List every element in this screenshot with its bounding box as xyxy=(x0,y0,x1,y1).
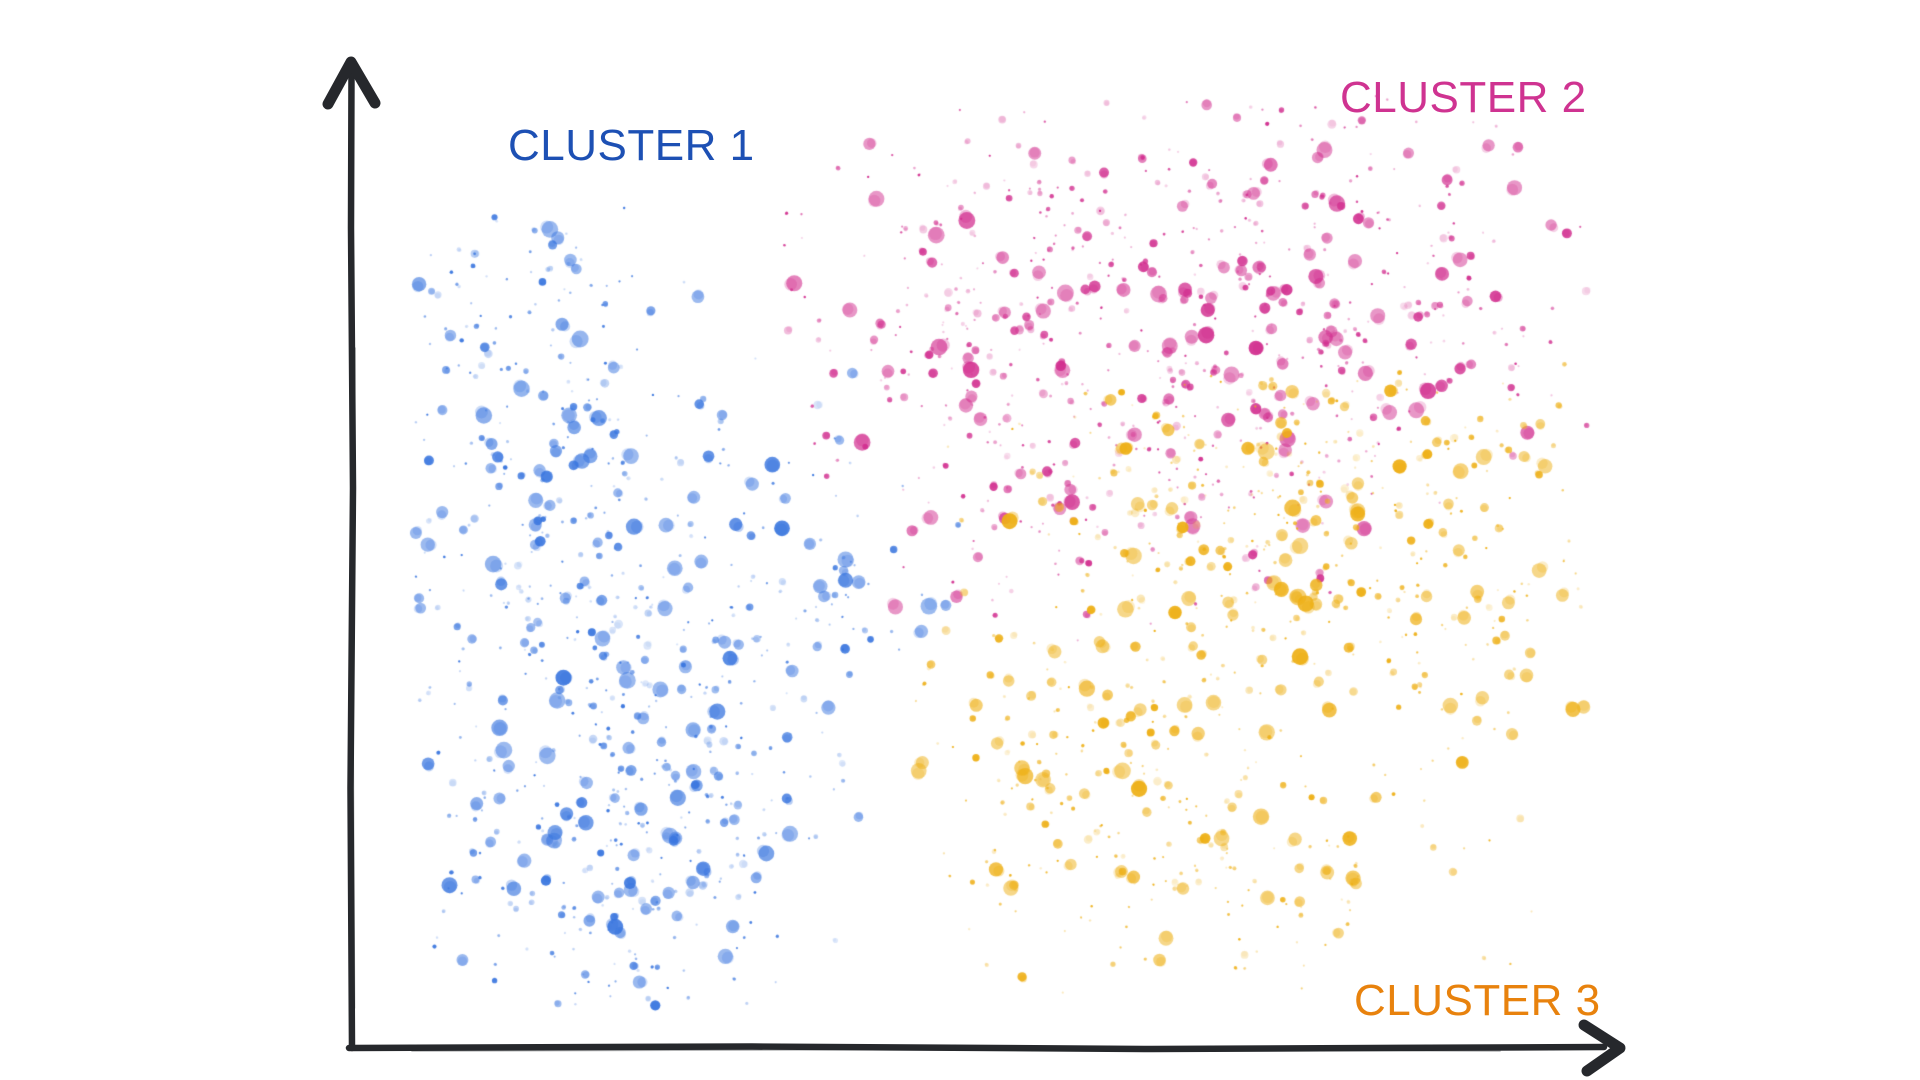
x-axis-texture xyxy=(411,1048,1501,1052)
cluster-2-label: CLUSTER 2 xyxy=(1340,73,1587,122)
cluster-1-label: CLUSTER 1 xyxy=(508,121,755,170)
y-axis xyxy=(347,68,357,1052)
y-axis-arrow-icon xyxy=(322,56,381,110)
x-axis-arrow-icon xyxy=(1578,1019,1626,1077)
y-axis-texture xyxy=(352,347,356,1009)
cluster-3-label: CLUSTER 3 xyxy=(1354,976,1601,1025)
x-axis xyxy=(345,1043,1608,1053)
